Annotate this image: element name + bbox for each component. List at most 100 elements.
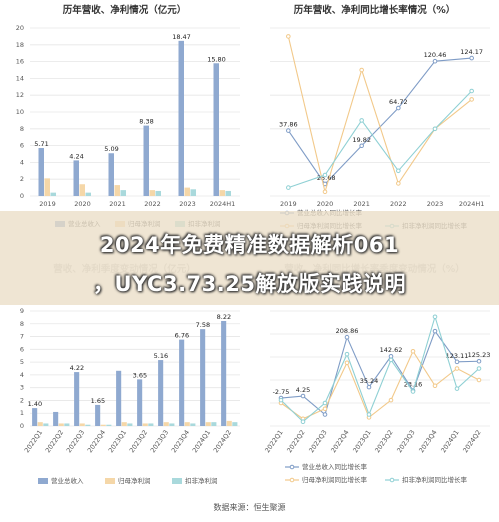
data-label: 208.86 xyxy=(336,327,359,335)
bar xyxy=(121,422,127,426)
data-point xyxy=(359,118,364,123)
banner-line-1: 2024年免费精准数据解析061 xyxy=(99,233,400,257)
x-tick-label: 2023Q3 xyxy=(395,429,416,455)
data-point xyxy=(476,377,482,383)
bar xyxy=(38,148,44,196)
series-line xyxy=(280,329,480,416)
bar xyxy=(120,190,126,196)
x-tick-label: 2023Q2 xyxy=(373,429,394,455)
bar xyxy=(116,370,122,426)
x-tick-label: 2022Q1 xyxy=(23,429,44,455)
data-point xyxy=(432,328,438,334)
x-tick-label: 2024Q2 xyxy=(212,429,233,455)
data-point xyxy=(300,393,306,399)
legend-label: 营业总收入同比增长率 xyxy=(302,462,368,471)
data-point xyxy=(469,55,474,61)
data-label: 6.76 xyxy=(175,332,189,340)
x-tick-label: 2023Q1 xyxy=(107,429,128,455)
bar xyxy=(53,411,59,426)
series-line xyxy=(280,314,480,423)
data-point xyxy=(359,67,364,73)
data-point xyxy=(432,126,438,132)
x-tick-label: 2020 xyxy=(74,200,91,208)
data-label: 8.38 xyxy=(139,118,153,126)
x-tick-label: 2024Q2 xyxy=(461,429,482,455)
y-tick-label: 18 xyxy=(16,41,24,49)
data-label: 5.09 xyxy=(104,145,118,153)
y-tick-label: 2 xyxy=(20,175,24,183)
banner-line-2: ，UYC3.73.25解放版实践说明 xyxy=(93,272,406,296)
data-point xyxy=(454,366,460,371)
x-tick-label: 2021 xyxy=(109,200,126,208)
bar xyxy=(169,423,175,426)
data-label: 5.16 xyxy=(154,352,168,360)
data-point xyxy=(410,348,416,354)
x-tick-label: 2022Q3 xyxy=(65,429,86,455)
bar xyxy=(79,184,85,196)
x-tick-label: 2024Q1 xyxy=(191,429,212,455)
x-tick-label: 2023Q4 xyxy=(170,429,191,455)
series-line xyxy=(287,36,473,194)
data-point xyxy=(410,389,416,394)
x-tick-label: 2024Q1 xyxy=(439,429,460,455)
bar xyxy=(211,422,217,426)
bar xyxy=(43,423,49,426)
bar xyxy=(190,423,196,426)
data-label: 124.17 xyxy=(460,48,483,56)
data-point xyxy=(388,353,394,359)
bar xyxy=(127,423,133,426)
y-tick-label: 12 xyxy=(16,91,24,99)
data-point xyxy=(476,358,482,364)
data-point xyxy=(286,185,291,190)
x-tick-label: 2023Q2 xyxy=(128,429,149,455)
bar xyxy=(95,404,101,426)
series-line xyxy=(280,350,480,420)
y-tick-label: 16 xyxy=(16,58,24,66)
legend-marker xyxy=(389,477,395,483)
x-tick-label: 2019 xyxy=(39,200,56,208)
data-label: 5.71 xyxy=(34,140,48,148)
legend-marker xyxy=(289,477,295,483)
bar xyxy=(50,192,56,196)
data-label: -25.68 xyxy=(315,174,336,182)
x-tick-label: 2022 xyxy=(144,200,161,208)
bar xyxy=(32,408,38,426)
x-tick-label: 2022 xyxy=(390,200,407,208)
y-tick-label: 2 xyxy=(20,396,24,404)
data-label: 1.65 xyxy=(91,397,105,405)
legend-label: 归母净利润 xyxy=(118,476,151,485)
data-point xyxy=(432,383,438,389)
x-tick-label: 2022Q1 xyxy=(263,429,284,455)
bar xyxy=(226,420,232,426)
data-label: 7.58 xyxy=(196,321,210,329)
bar xyxy=(200,329,206,426)
x-tick-label: 2023Q1 xyxy=(351,429,372,455)
bar xyxy=(184,422,190,426)
y-tick-label: 3 xyxy=(20,384,24,392)
bar xyxy=(184,187,190,196)
x-tick-label: 2022Q3 xyxy=(307,429,328,455)
legend-swatch xyxy=(172,478,182,484)
bar xyxy=(163,422,169,426)
x-tick-label: 2022Q4 xyxy=(329,429,350,455)
series-line xyxy=(288,90,473,189)
data-label: 4.24 xyxy=(69,152,83,160)
bar xyxy=(73,160,79,196)
data-point xyxy=(432,314,438,320)
data-point xyxy=(359,143,364,149)
data-point xyxy=(344,334,350,340)
data-point xyxy=(432,58,438,64)
bar xyxy=(106,424,112,426)
y-tick-label: 6 xyxy=(20,345,24,353)
y-tick-label: 4 xyxy=(20,371,24,379)
bar xyxy=(37,422,43,426)
x-tick-label: 2023Q3 xyxy=(149,429,170,455)
data-label: 35.24 xyxy=(360,377,379,385)
bar xyxy=(74,372,80,426)
bar xyxy=(100,424,106,426)
data-point xyxy=(366,384,372,390)
data-label: 120.46 xyxy=(424,51,447,59)
y-tick-label: 7 xyxy=(20,333,24,341)
data-point xyxy=(454,359,460,365)
bar xyxy=(219,190,225,196)
